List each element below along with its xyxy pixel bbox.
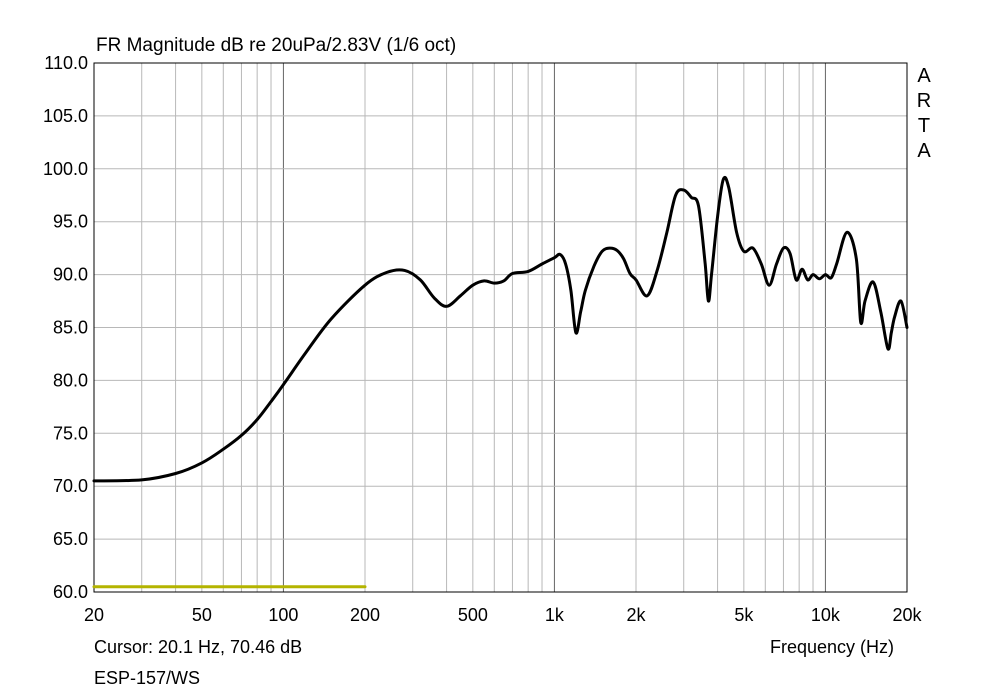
x-axis-label: Frequency (Hz) [770,637,895,657]
watermark-letter: R [916,90,932,112]
x-tick-label: 1k [545,605,565,625]
chart-title: FR Magnitude dB re 20uPa/2.83V (1/6 oct) [96,35,456,56]
y-tick-label: 70.0 [53,476,88,496]
x-tick-label: 50 [192,605,212,625]
y-tick-label: 85.0 [53,318,88,338]
x-tick-label: 100 [268,605,298,625]
watermark-letter: A [917,140,931,162]
y-tick-label: 65.0 [53,529,88,549]
y-tick-label: 95.0 [53,212,88,232]
y-tick-label: 80.0 [53,370,88,390]
watermark-letter: A [917,65,931,87]
y-tick-label: 100.0 [43,159,88,179]
series-group [92,175,909,589]
y-tick-label: 110.0 [44,53,88,73]
x-tick-label: 20 [84,605,104,625]
y-axis: 60.0 65.0 70.0 75.0 80.0 85.0 90.0 95.0 100.0 105… [43,53,88,602]
frequency-response-line [92,175,909,483]
x-axis: 20 50 100 200 500 1k 2k 5k 10k 20k [84,605,923,625]
x-tick-label: 5k [734,605,754,625]
x-tick-label: 20k [892,605,922,625]
x-tick-label: 2k [626,605,646,625]
device-name: ESP-157/WS [94,668,201,688]
y-tick-label: 105.0 [43,106,88,126]
grid [93,62,908,593]
x-tick-label: 200 [350,605,380,625]
y-tick-label: 75.0 [53,423,88,443]
cursor-readout: Cursor: 20.1 Hz, 70.46 dB [94,637,303,657]
x-tick-label: 10k [811,605,841,625]
y-tick-label: 90.0 [53,265,88,285]
x-tick-label: 500 [458,605,488,625]
watermark-letter: T [917,115,931,137]
y-tick-label: 60.0 [53,582,88,602]
